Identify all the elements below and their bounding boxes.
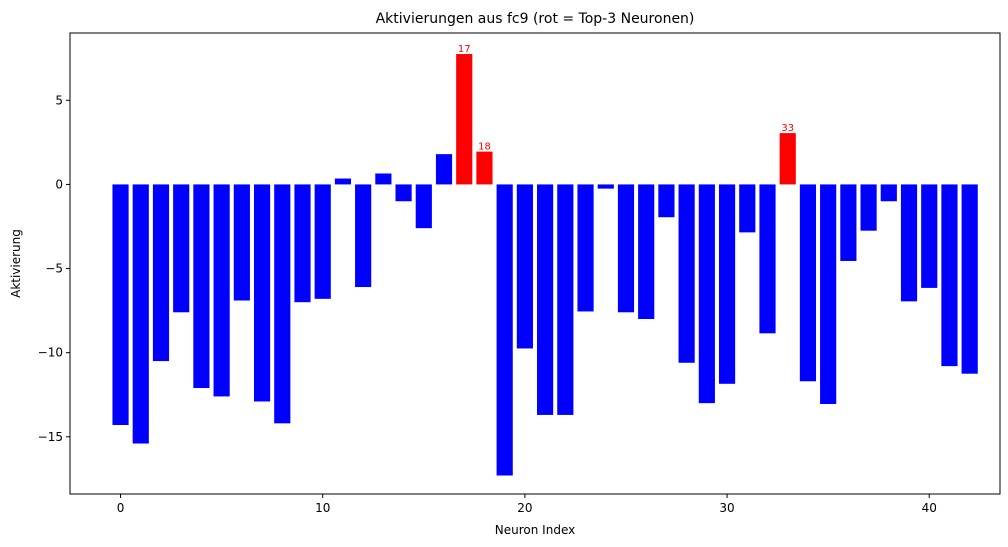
bar-neuron-7 <box>253 184 271 402</box>
bar-neuron-11 <box>334 178 352 185</box>
y-tick-label: −10 <box>38 346 63 360</box>
bar-neuron-10 <box>314 184 331 299</box>
bar-neuron-14 <box>395 184 412 202</box>
bar-neuron-26 <box>638 184 655 320</box>
bar-neuron-27 <box>658 184 675 218</box>
bar-neuron-6 <box>233 184 250 301</box>
bar-neuron-29 <box>698 184 715 404</box>
bar-neuron-25 <box>617 184 635 313</box>
bar-neuron-21 <box>537 184 554 415</box>
chart-title: Aktivierungen aus fc9 (rot = Top-3 Neuro… <box>376 11 695 27</box>
bar-neuron-30 <box>718 184 736 384</box>
bar-neuron-40 <box>921 184 938 288</box>
bar-neuron-2 <box>152 184 170 362</box>
bar-neuron-3 <box>173 184 190 313</box>
x-tick-label: 0 <box>117 501 125 515</box>
bar-neuron-16 <box>435 154 453 185</box>
bar-neuron-12 <box>355 184 372 288</box>
y-tick-label: 5 <box>55 93 63 107</box>
bar-neuron-35 <box>820 184 837 404</box>
bar-neuron-20 <box>516 184 533 349</box>
bar-neuron-5 <box>213 184 230 397</box>
y-axis-label: Aktivierung <box>9 229 23 298</box>
bar-neuron-37 <box>860 184 877 231</box>
x-tick-label: 20 <box>517 501 532 515</box>
bar-neuron-18 <box>476 151 493 185</box>
bar-neuron-23 <box>577 184 594 312</box>
bar-neuron-31 <box>739 184 756 233</box>
bar-neuron-39 <box>900 184 918 302</box>
bar-labels-group: 17 18 33 <box>458 44 794 153</box>
bar-neuron-42 <box>961 184 978 374</box>
bar-neuron-4 <box>193 184 210 389</box>
y-tick-label: 0 <box>55 177 63 191</box>
bar-neuron-28 <box>678 184 695 363</box>
x-axis-label: Neuron Index <box>495 523 575 537</box>
bar-label-neuron-17: 17 <box>458 44 471 55</box>
y-axis-ticks: −15 −10 −5 0 5 <box>38 93 70 444</box>
bar-neuron-13 <box>375 173 392 185</box>
bar-neuron-34 <box>799 184 817 382</box>
bar-neuron-41 <box>941 184 958 367</box>
x-tick-label: 30 <box>719 501 734 515</box>
x-tick-label: 10 <box>315 501 330 515</box>
bar-label-neuron-33: 33 <box>781 123 794 134</box>
bar-neuron-36 <box>840 184 857 261</box>
bar-neuron-17 <box>456 54 473 185</box>
bar-neuron-9 <box>294 184 311 303</box>
bars-group <box>112 54 978 476</box>
bar-neuron-15 <box>415 184 432 229</box>
bar-neuron-33 <box>779 133 796 185</box>
bar-neuron-1 <box>132 184 149 444</box>
y-tick-label: −5 <box>45 262 63 276</box>
x-tick-label: 40 <box>922 501 937 515</box>
y-tick-label: −15 <box>38 430 63 444</box>
bar-neuron-19 <box>496 184 513 476</box>
bar-neuron-22 <box>557 184 574 415</box>
bar-neuron-24 <box>597 184 614 189</box>
bar-neuron-0 <box>112 184 129 426</box>
x-axis-ticks: 0 10 20 30 40 <box>117 494 937 515</box>
plot-frame <box>69 32 1001 495</box>
bar-neuron-32 <box>759 184 776 334</box>
bar-neuron-38 <box>880 184 897 202</box>
bar-neuron-8 <box>274 184 291 424</box>
bar-label-neuron-18: 18 <box>478 142 491 153</box>
